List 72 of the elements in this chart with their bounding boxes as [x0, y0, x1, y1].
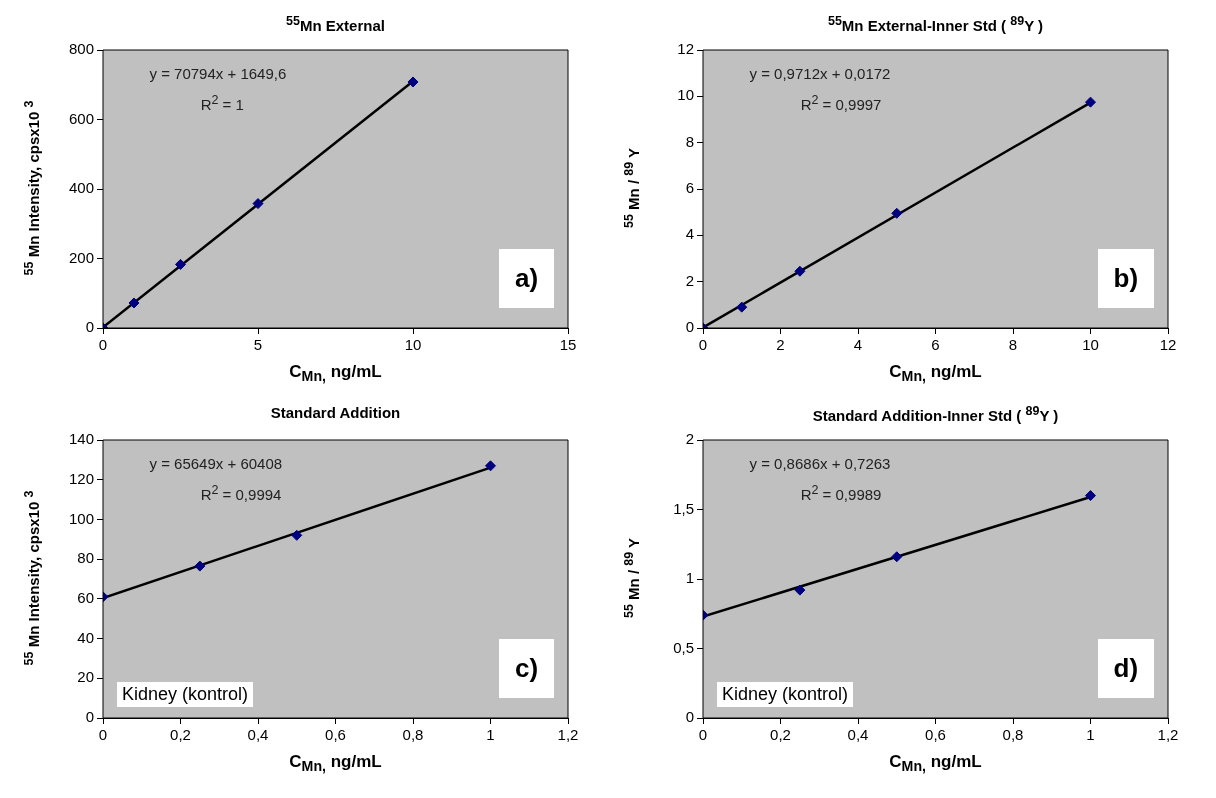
chart-title: Standard Addition — [269, 404, 402, 421]
annotation: Kidney (kontrol) — [716, 681, 853, 707]
chart-title: $^{55}$Mn External — [285, 14, 386, 34]
chart-title: Standard Addition-Inner Std ( $^{89}$Y ) — [811, 404, 1060, 424]
x-tick-label: 12 — [1159, 336, 1177, 354]
y-tick-label: 12 — [677, 40, 694, 58]
y-tick-label: 80 — [77, 549, 94, 567]
y-tick-label: 100 — [68, 509, 94, 527]
y-tick-label: 200 — [68, 248, 94, 266]
x-tick-label: 0,2 — [770, 726, 791, 744]
x-tick-label: 0,6 — [325, 726, 346, 744]
x-tick-label: 0,4 — [247, 726, 269, 744]
x-tick-label: 8 — [1008, 336, 1018, 354]
annotation: y = 70794x + 1649,6 — [149, 64, 287, 82]
x-tick-label: 10 — [404, 336, 422, 354]
x-tick-label: 0 — [698, 726, 708, 744]
annotation: d) — [1097, 639, 1155, 699]
y-tick-label: 0 — [85, 708, 94, 726]
x-tick-label: 0 — [698, 336, 708, 354]
x-tick-label: 0,8 — [402, 726, 424, 744]
x-tick-label: 1 — [1086, 726, 1095, 744]
annotation: y = 0,8686x + 0,7263 — [749, 454, 891, 472]
y-tick-label: 2 — [685, 271, 694, 289]
x-tick-label: 5 — [253, 336, 263, 354]
y-tick-label: 6 — [685, 179, 694, 197]
y-tick-label: 10 — [677, 86, 694, 104]
x-tick-label: 0 — [98, 726, 108, 744]
y-tick-label: 140 — [68, 430, 94, 448]
x-tick-label: 1 — [486, 726, 495, 744]
x-axis-title: C$_{Mn,}$ ng/mL — [288, 752, 383, 775]
annotation: R$^{2}$ = 1 — [200, 92, 244, 113]
y-tick-label: 4 — [685, 225, 694, 243]
x-axis-title: C$_{Mn,}$ ng/mL — [888, 362, 983, 385]
y-tick-label: 0 — [685, 318, 694, 336]
y-tick-label: 1 — [685, 569, 694, 587]
y-tick-label: 60 — [77, 589, 94, 606]
x-tick-label: 0,8 — [1002, 726, 1024, 744]
x-tick-label: 1,2 — [1157, 726, 1179, 744]
x-tick-label: 2 — [776, 336, 785, 354]
x-axis-title: C$_{Mn,}$ ng/mL — [888, 752, 983, 775]
x-tick-label: 0,6 — [925, 726, 946, 744]
x-tick-label: 0,4 — [847, 726, 869, 744]
annotation: R$^{2}$ = 0,9989 — [800, 482, 882, 503]
x-tick-label: 0 — [98, 336, 108, 354]
y-tick-label: 40 — [77, 628, 94, 646]
x-axis-title: C$_{Mn,}$ ng/mL — [288, 362, 383, 385]
annotation: R$^{2}$ = 0,9997 — [800, 92, 882, 113]
annotation: c) — [498, 639, 555, 699]
x-tick-label: 6 — [931, 336, 940, 354]
annotation: y = 0,9712x + 0,0172 — [749, 64, 891, 82]
y-tick-label: 0,5 — [673, 638, 694, 656]
y-tick-label: 20 — [77, 668, 94, 686]
y-tick-label: 600 — [68, 109, 94, 127]
y-tick-label: 400 — [68, 179, 94, 197]
y-tick-label: 1,5 — [673, 499, 694, 517]
x-tick-label: 1,2 — [557, 726, 579, 744]
y-tick-label: 2 — [685, 430, 694, 448]
y-tick-label: 8 — [685, 132, 694, 150]
y-tick-label: 0 — [85, 318, 94, 336]
x-tick-label: 4 — [853, 336, 863, 354]
annotation: R$^{2}$ = 0,9994 — [200, 482, 282, 503]
x-tick-label: 0,2 — [170, 726, 191, 744]
x-tick-label: 15 — [559, 336, 577, 354]
y-tick-label: 120 — [68, 469, 94, 487]
annotation: Kidney (kontrol) — [116, 681, 253, 707]
annotation: b) — [1097, 249, 1155, 309]
y-tick-label: 800 — [68, 40, 94, 58]
annotation: a) — [498, 249, 555, 309]
x-tick-label: 10 — [1082, 336, 1099, 354]
annotation: y = 65649x + 60408 — [149, 454, 283, 472]
y-tick-label: 0 — [685, 708, 694, 726]
chart-title: $^{55}$Mn External-Inner Std ( $^{89}$Y ) — [826, 14, 1045, 34]
